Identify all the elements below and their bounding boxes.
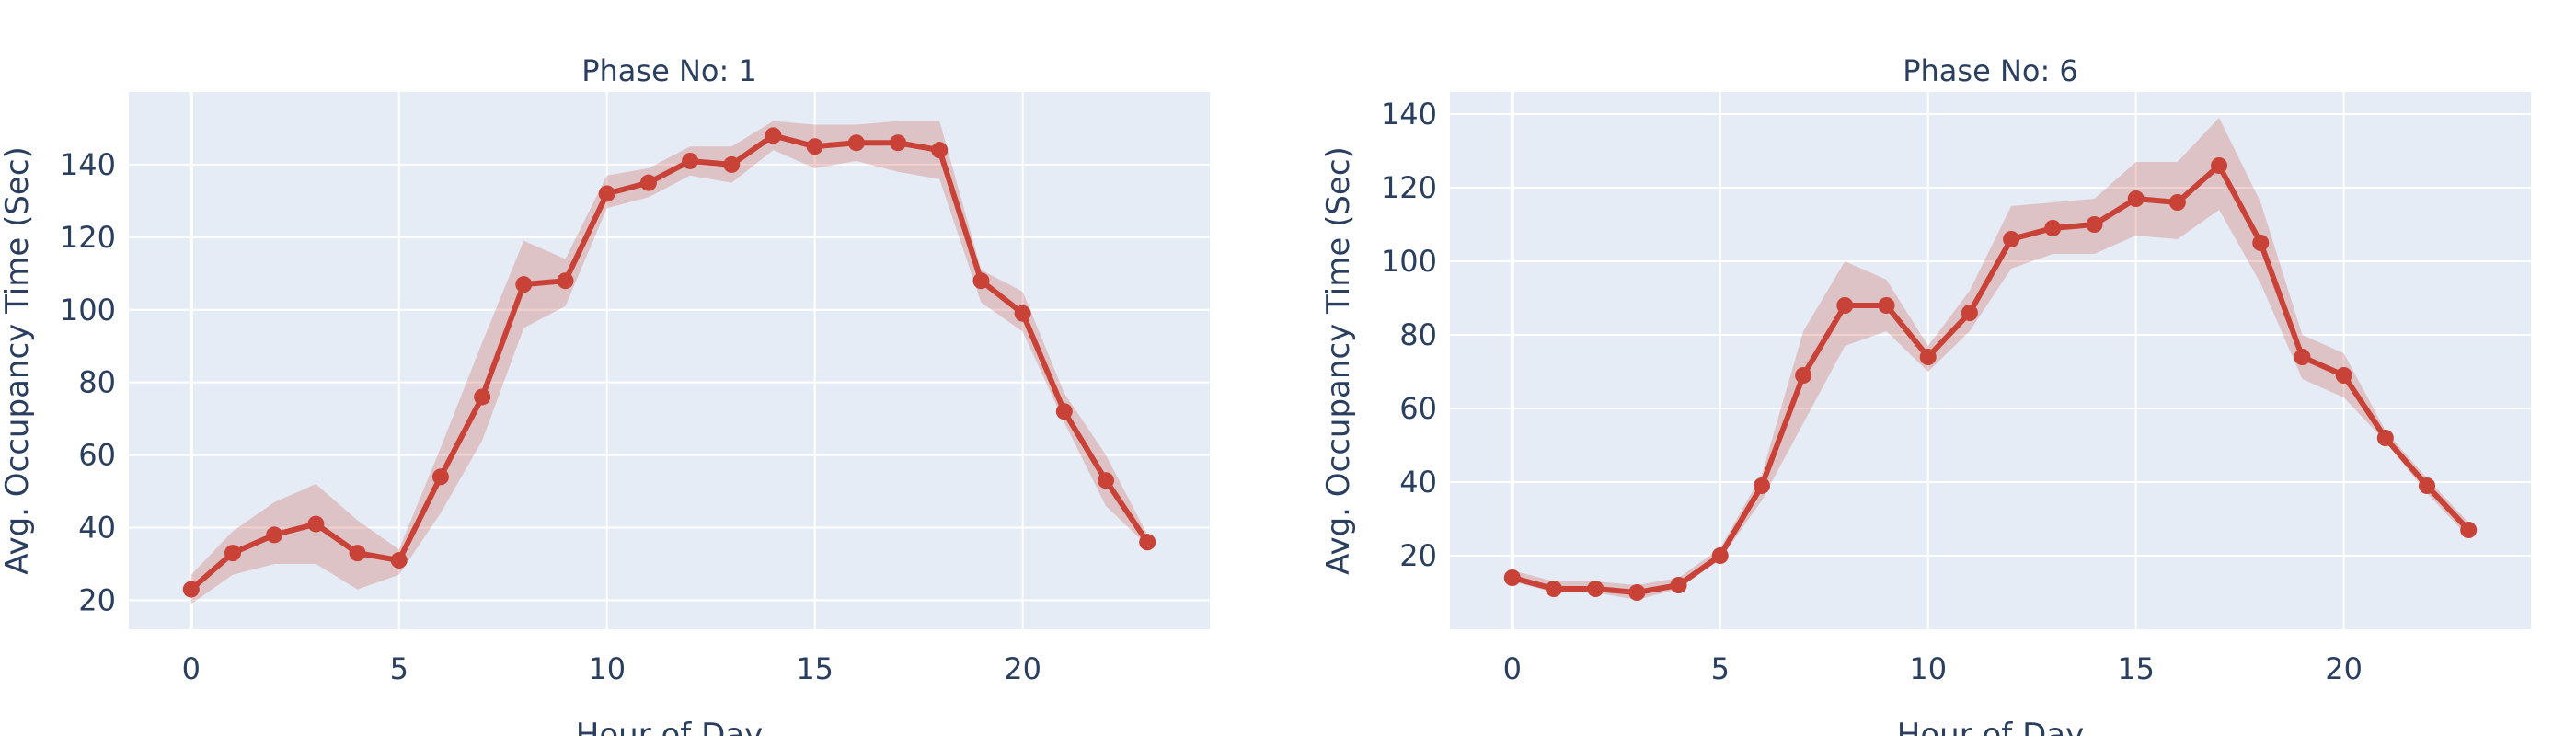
y-tick-label: 100 <box>60 293 116 328</box>
x-tick-label: 15 <box>796 651 834 686</box>
series-line <box>188 132 1151 592</box>
data-point <box>1795 367 1812 384</box>
y-tick-label: 120 <box>1381 170 1437 205</box>
data-point <box>1014 305 1031 322</box>
plot-area <box>129 92 1210 629</box>
data-point <box>2294 349 2311 365</box>
data-point <box>515 276 533 293</box>
data-point <box>2460 522 2478 538</box>
data-point <box>972 272 990 290</box>
data-point <box>2419 477 2436 494</box>
data-point <box>890 134 907 152</box>
data-point <box>723 155 741 173</box>
data-point <box>2168 194 2186 211</box>
data-point <box>224 545 241 562</box>
y-tick-label: 100 <box>1381 244 1437 279</box>
data-point <box>1055 403 1073 420</box>
y-axis-title: Avg. Occupancy Time (Sec) <box>0 146 36 575</box>
data-point <box>2211 157 2228 174</box>
data-point <box>1919 349 1937 365</box>
data-point <box>1836 297 1854 314</box>
data-point <box>1961 305 1978 321</box>
y-axis-title: Avg. Occupancy Time (Sec) <box>1320 146 1357 575</box>
x-tick-label: 5 <box>1711 651 1730 686</box>
data-point <box>1878 297 1895 314</box>
y-tick-label: 40 <box>1399 465 1437 500</box>
x-tick-label: 20 <box>2325 651 2363 686</box>
y-tick-label: 60 <box>1399 391 1437 426</box>
subplot-phase-6: 20 40 60 80 100 120 140 0 5 10 15 20 Phase No: 6 Hour… <box>1320 53 2531 736</box>
data-point <box>349 545 366 562</box>
y-tick-label: 80 <box>1399 317 1437 352</box>
data-point <box>931 142 949 159</box>
plot-area <box>1450 92 2531 629</box>
data-point <box>1711 547 1729 564</box>
subplot-phase-1: 20 40 60 80 100 120 140 0 5 10 15 20 Phase No: 1 Hour… <box>0 53 1210 736</box>
data-point <box>1098 472 1115 489</box>
x-tick-label: 10 <box>1909 651 1947 686</box>
data-point <box>598 185 615 202</box>
data-point <box>182 581 200 598</box>
x-axis-title: Hour of Day <box>1897 717 2084 736</box>
data-point <box>765 127 782 144</box>
x-tick-label: 0 <box>182 651 201 686</box>
x-tick-label: 5 <box>390 651 408 686</box>
data-point <box>2086 216 2103 233</box>
y-tick-label: 20 <box>1399 538 1437 573</box>
data-point <box>1503 569 1521 586</box>
x-tick-label: 0 <box>1503 651 1522 686</box>
data-point <box>1545 581 1562 597</box>
data-point <box>2252 235 2270 251</box>
x-axis-title: Hour of Day <box>576 717 763 736</box>
y-tick-label: 40 <box>78 511 116 546</box>
y-tick-label: 140 <box>1381 97 1437 132</box>
y-tick-label: 80 <box>78 365 116 400</box>
data-point <box>2335 367 2352 384</box>
data-point <box>431 468 449 486</box>
data-point <box>806 138 823 155</box>
data-point <box>639 174 657 191</box>
y-tick-label: 20 <box>78 582 116 617</box>
x-tick-label: 10 <box>588 651 626 686</box>
chart-title: Phase No: 6 <box>1903 53 2078 88</box>
data-point <box>2376 430 2394 446</box>
data-point <box>847 134 865 152</box>
data-point <box>682 152 699 169</box>
data-point <box>1628 584 1646 601</box>
chart-title: Phase No: 1 <box>581 53 757 88</box>
y-tick-label: 140 <box>60 147 116 182</box>
data-point <box>2003 231 2020 247</box>
data-point <box>2044 220 2062 236</box>
confidence-band <box>190 121 1148 604</box>
data-point <box>266 526 283 544</box>
y-tick-label: 60 <box>78 438 116 473</box>
data-point <box>2127 190 2145 207</box>
data-point <box>307 515 325 533</box>
data-point <box>1139 534 1156 551</box>
x-tick-label: 15 <box>2117 651 2155 686</box>
y-tick-label: 120 <box>60 220 116 255</box>
data-point <box>1753 477 1770 494</box>
data-point <box>390 552 408 569</box>
data-point <box>1587 581 1604 597</box>
data-point <box>474 388 491 406</box>
data-point <box>557 272 574 290</box>
data-point <box>1670 577 1687 593</box>
x-tick-label: 20 <box>1004 651 1041 686</box>
